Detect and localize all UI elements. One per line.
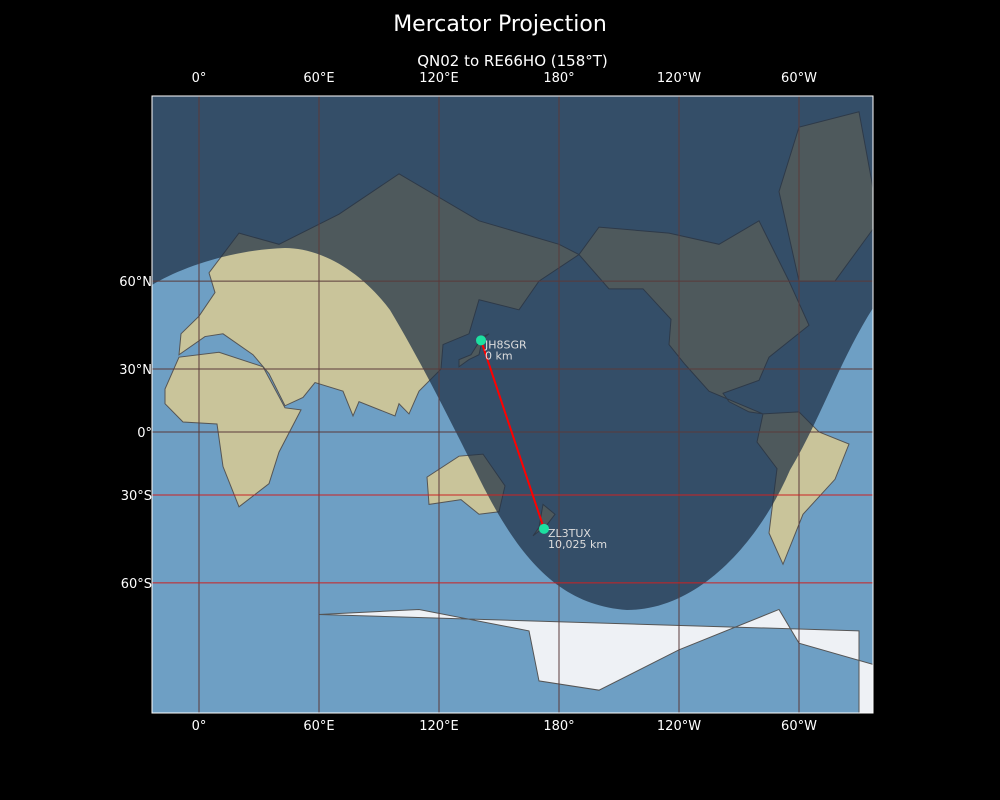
top-lon-tick-label: 60°E bbox=[303, 71, 334, 86]
bottom-lon-tick-label: 120°W bbox=[657, 719, 701, 734]
lat-tick-label: 60°S bbox=[121, 577, 152, 592]
top-lon-tick-label: 120°E bbox=[419, 71, 459, 86]
bottom-lon-tick-label: 120°E bbox=[419, 719, 459, 734]
lat-tick-label: 0° bbox=[137, 426, 152, 441]
night-shading bbox=[152, 96, 873, 610]
top-lon-tick-label: 120°W bbox=[657, 71, 701, 86]
map-subtitle: QN02 to RE66HO (158°T) bbox=[417, 52, 608, 70]
bottom-lon-tick-label: 60°E bbox=[303, 719, 334, 734]
station-callsign: ZL3TUX bbox=[548, 527, 591, 540]
lat-tick-label: 60°N bbox=[119, 275, 152, 290]
station-marker[interactable] bbox=[476, 335, 486, 346]
station-distance: 10,025 km bbox=[548, 538, 607, 551]
station-distance: 0 km bbox=[485, 349, 513, 362]
bottom-lon-tick-label: 0° bbox=[192, 719, 207, 734]
map-frame bbox=[151, 95, 874, 714]
lat-tick-label: 30°S bbox=[121, 489, 152, 504]
lat-tick-label: 30°N bbox=[119, 363, 152, 378]
station-callsign: JH8SGR bbox=[484, 338, 527, 351]
figure-title: Mercator Projection bbox=[393, 12, 607, 37]
axis-ticks: 0° 0° 60°E 60°E 120°E 120°E 180° 180° 120°W 120°W… bbox=[119, 71, 817, 734]
station-marker[interactable] bbox=[539, 523, 549, 534]
path-line bbox=[480, 340, 545, 530]
top-lon-tick-label: 180° bbox=[543, 71, 574, 86]
top-lon-tick-label: 0° bbox=[192, 71, 207, 86]
bottom-lon-tick-label: 180° bbox=[543, 719, 574, 734]
bottom-lon-tick-label: 60°W bbox=[781, 719, 817, 734]
top-lon-tick-label: 60°W bbox=[781, 71, 817, 86]
